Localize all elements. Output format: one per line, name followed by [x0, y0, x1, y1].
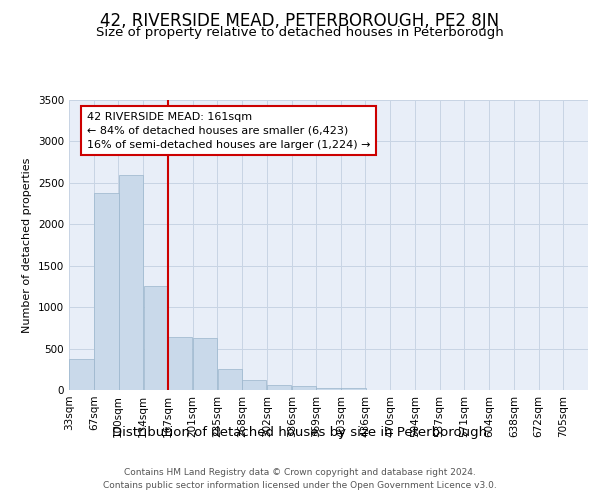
Bar [143, 286, 168, 390]
Bar [119, 174, 143, 390]
Y-axis label: Number of detached properties: Number of detached properties [22, 158, 32, 332]
Bar [316, 388, 341, 390]
Text: 42 RIVERSIDE MEAD: 161sqm
← 84% of detached houses are smaller (6,423)
16% of se: 42 RIVERSIDE MEAD: 161sqm ← 84% of detac… [86, 112, 370, 150]
Bar [70, 360, 94, 390]
Bar [341, 388, 365, 390]
Bar [94, 193, 119, 390]
Bar [292, 386, 316, 390]
Text: Distribution of detached houses by size in Peterborough: Distribution of detached houses by size … [112, 426, 488, 439]
Bar [168, 337, 192, 390]
Text: 42, RIVERSIDE MEAD, PETERBOROUGH, PE2 8JN: 42, RIVERSIDE MEAD, PETERBOROUGH, PE2 8J… [100, 12, 500, 30]
Bar [218, 370, 242, 390]
Text: Contains public sector information licensed under the Open Government Licence v3: Contains public sector information licen… [103, 480, 497, 490]
Text: Size of property relative to detached houses in Peterborough: Size of property relative to detached ho… [96, 26, 504, 39]
Bar [267, 384, 292, 390]
Text: Contains HM Land Registry data © Crown copyright and database right 2024.: Contains HM Land Registry data © Crown c… [124, 468, 476, 477]
Bar [242, 380, 266, 390]
Bar [193, 338, 217, 390]
